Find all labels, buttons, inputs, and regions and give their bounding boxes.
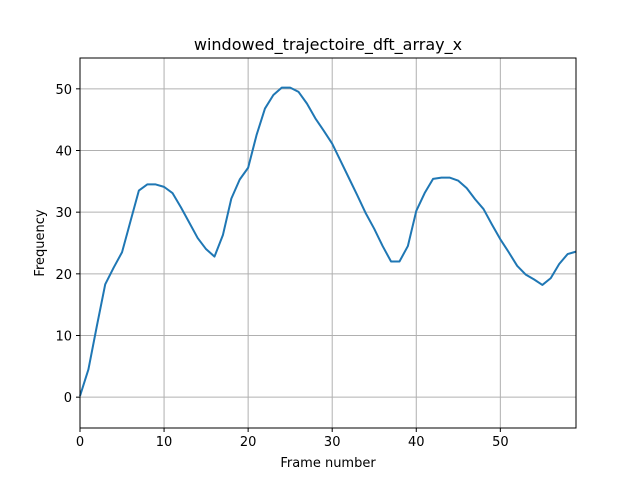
- x-axis-title: Frame number: [280, 456, 376, 471]
- x-tick-label: 30: [324, 435, 341, 450]
- y-tick-label: 0: [64, 391, 72, 406]
- y-axis-title: Frequency: [33, 209, 48, 276]
- plot-area: [80, 58, 576, 428]
- x-tick-label: 40: [408, 435, 425, 450]
- x-tick-label: 10: [156, 435, 173, 450]
- y-tick-label: 40: [55, 145, 72, 160]
- series-layer: [79, 86, 577, 397]
- chart-title: windowed_trajectoire_dft_array_x: [194, 35, 462, 55]
- y-axis: 0 10 20 30 40 50: [55, 83, 80, 406]
- series-line: [79, 86, 577, 397]
- y-tick-label: 20: [55, 268, 72, 283]
- plot-frame: [79, 57, 577, 429]
- grid: [79, 58, 576, 428]
- x-axis: 0 10 20 30 40 50: [76, 428, 509, 450]
- x-tick-label: 0: [76, 435, 84, 450]
- x-tick-label: 50: [492, 435, 509, 450]
- x-tick-label: 20: [240, 435, 257, 450]
- y-tick-label: 10: [55, 330, 72, 345]
- y-tick-label: 30: [55, 206, 72, 221]
- y-tick-label: 50: [55, 83, 72, 98]
